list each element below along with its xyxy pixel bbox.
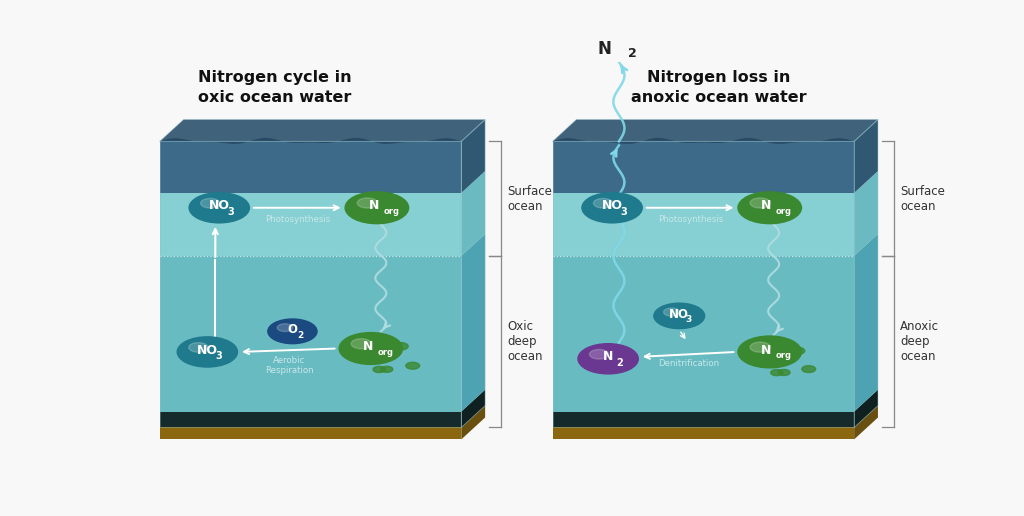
Circle shape (738, 336, 802, 368)
Polygon shape (461, 234, 485, 412)
Text: N: N (362, 340, 373, 353)
Polygon shape (160, 256, 461, 412)
Text: 2: 2 (629, 47, 637, 60)
Circle shape (189, 192, 250, 223)
Polygon shape (461, 171, 485, 256)
Text: 3: 3 (621, 207, 627, 217)
Text: 2: 2 (616, 358, 623, 368)
Polygon shape (553, 138, 854, 144)
Text: Oxic
deep
ocean: Oxic deep ocean (507, 320, 543, 363)
Circle shape (778, 369, 791, 376)
Circle shape (381, 366, 393, 373)
Circle shape (791, 347, 805, 354)
Text: Surface
ocean: Surface ocean (900, 185, 945, 213)
Polygon shape (461, 390, 485, 427)
Circle shape (802, 366, 815, 373)
Polygon shape (160, 193, 461, 256)
Text: 2: 2 (297, 331, 303, 340)
Circle shape (268, 319, 317, 344)
Text: org: org (377, 348, 393, 357)
Polygon shape (160, 427, 461, 440)
Text: Denitrification: Denitrification (658, 359, 720, 368)
Circle shape (654, 303, 705, 329)
Polygon shape (854, 171, 878, 256)
Text: NO: NO (601, 200, 623, 213)
Text: N: N (597, 40, 611, 58)
Circle shape (177, 337, 238, 367)
Text: 3: 3 (215, 351, 222, 362)
Polygon shape (553, 256, 854, 412)
Polygon shape (854, 120, 878, 193)
Circle shape (351, 338, 372, 349)
Text: NO: NO (209, 200, 229, 213)
Circle shape (738, 192, 802, 223)
Polygon shape (160, 138, 461, 144)
Polygon shape (553, 427, 854, 440)
Text: Nitrogen cycle in
oxic ocean water: Nitrogen cycle in oxic ocean water (198, 70, 351, 105)
Circle shape (353, 348, 367, 354)
Text: NO: NO (670, 308, 689, 321)
Polygon shape (553, 120, 878, 141)
Text: org: org (776, 207, 792, 216)
Circle shape (582, 192, 642, 223)
Polygon shape (160, 141, 461, 193)
Text: Aerobic
Respiration: Aerobic Respiration (265, 356, 313, 375)
Polygon shape (553, 193, 854, 256)
Text: Surface
ocean: Surface ocean (507, 185, 552, 213)
Text: Nitrogen loss in
anoxic ocean water: Nitrogen loss in anoxic ocean water (631, 70, 806, 105)
Circle shape (406, 362, 420, 369)
Polygon shape (854, 234, 878, 412)
Polygon shape (160, 412, 461, 427)
Polygon shape (553, 141, 854, 193)
Circle shape (750, 342, 770, 352)
Text: N: N (369, 199, 379, 213)
Circle shape (339, 333, 402, 364)
Text: Anoxic
deep
ocean: Anoxic deep ocean (900, 320, 939, 363)
Text: 3: 3 (686, 315, 692, 324)
Circle shape (775, 353, 793, 362)
Circle shape (378, 349, 395, 358)
Text: Photosynthesis: Photosynthesis (658, 215, 724, 224)
Circle shape (771, 369, 783, 376)
Text: N: N (603, 350, 613, 363)
Circle shape (345, 192, 409, 223)
Circle shape (188, 343, 208, 352)
Circle shape (593, 198, 612, 208)
Circle shape (750, 198, 770, 208)
Polygon shape (461, 406, 485, 440)
Circle shape (590, 349, 608, 359)
Polygon shape (461, 120, 485, 193)
Text: NO: NO (197, 344, 218, 357)
Text: Photosynthesis: Photosynthesis (265, 215, 331, 224)
Circle shape (393, 343, 409, 350)
Polygon shape (854, 390, 878, 427)
Circle shape (752, 352, 765, 359)
Polygon shape (160, 120, 485, 141)
Circle shape (664, 308, 680, 316)
Circle shape (373, 366, 385, 373)
Circle shape (278, 324, 293, 332)
Text: O: O (288, 324, 297, 336)
Text: N: N (761, 344, 772, 357)
Circle shape (578, 344, 638, 374)
Circle shape (357, 198, 378, 208)
Circle shape (201, 198, 220, 208)
Text: org: org (383, 207, 399, 216)
Text: 3: 3 (227, 207, 234, 217)
Polygon shape (854, 406, 878, 440)
Text: N: N (761, 199, 772, 213)
Text: org: org (776, 351, 792, 360)
Polygon shape (553, 412, 854, 427)
